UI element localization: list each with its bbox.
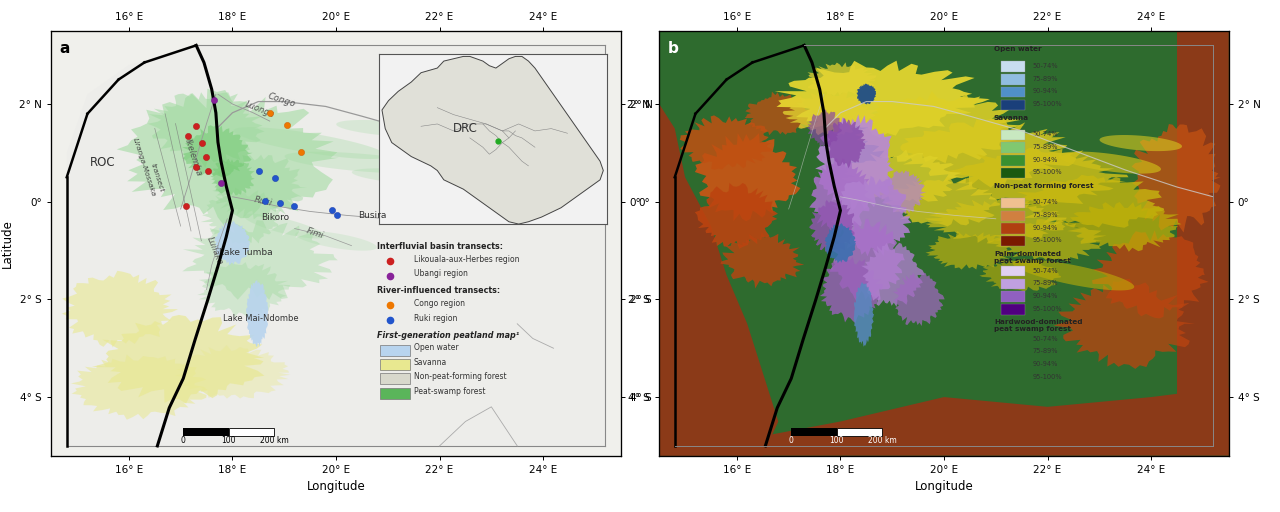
Polygon shape — [67, 46, 605, 446]
Polygon shape — [147, 92, 265, 168]
Polygon shape — [398, 136, 481, 150]
Polygon shape — [809, 200, 855, 253]
Polygon shape — [819, 257, 883, 323]
Polygon shape — [861, 243, 924, 307]
Polygon shape — [1132, 124, 1221, 232]
Text: Lake Mai-Ndombe: Lake Mai-Ndombe — [223, 314, 298, 324]
Polygon shape — [284, 152, 439, 174]
Bar — [791, 429, 837, 436]
Polygon shape — [831, 176, 911, 257]
Polygon shape — [1059, 152, 1161, 174]
Polygon shape — [854, 282, 874, 347]
Polygon shape — [210, 159, 255, 195]
Polygon shape — [924, 199, 1066, 243]
Polygon shape — [246, 280, 269, 347]
Text: 100: 100 — [829, 436, 844, 445]
Bar — [229, 429, 274, 436]
Polygon shape — [695, 183, 778, 249]
Text: Luilaka: Luilaka — [205, 235, 224, 266]
Polygon shape — [1053, 279, 1196, 369]
Polygon shape — [244, 214, 324, 239]
Polygon shape — [1092, 230, 1208, 318]
Polygon shape — [829, 219, 905, 302]
Polygon shape — [182, 125, 252, 178]
Polygon shape — [413, 183, 517, 200]
Polygon shape — [1011, 175, 1165, 228]
Text: Busira: Busira — [358, 211, 387, 220]
Polygon shape — [61, 271, 178, 348]
Text: a: a — [60, 41, 70, 56]
Polygon shape — [659, 104, 778, 456]
Polygon shape — [234, 127, 387, 159]
Bar — [837, 429, 882, 436]
Text: 200 km: 200 km — [868, 436, 897, 445]
Polygon shape — [296, 231, 376, 251]
Text: 100: 100 — [221, 436, 236, 445]
Polygon shape — [824, 223, 856, 263]
Polygon shape — [782, 92, 878, 136]
Polygon shape — [856, 83, 877, 104]
Polygon shape — [1065, 202, 1181, 252]
X-axis label: Longitude: Longitude — [307, 480, 365, 493]
Polygon shape — [841, 150, 961, 204]
Polygon shape — [175, 345, 291, 398]
Polygon shape — [879, 170, 927, 214]
Polygon shape — [809, 158, 873, 236]
Text: ROC: ROC — [90, 156, 115, 169]
Y-axis label: Latitude: Latitude — [1, 219, 14, 268]
Polygon shape — [476, 195, 558, 208]
Polygon shape — [70, 355, 207, 420]
Polygon shape — [806, 110, 842, 147]
Polygon shape — [212, 155, 307, 220]
Polygon shape — [925, 231, 1011, 270]
Text: Bikoro: Bikoro — [261, 213, 289, 222]
Text: Fimi: Fimi — [306, 226, 325, 241]
Text: 200 km: 200 km — [260, 436, 289, 445]
Polygon shape — [883, 177, 1000, 226]
Text: Ruki: Ruki — [253, 196, 274, 208]
Polygon shape — [659, 387, 1229, 456]
Polygon shape — [979, 258, 1061, 291]
Polygon shape — [1178, 31, 1229, 456]
Polygon shape — [892, 272, 945, 326]
Text: transect: transect — [150, 162, 165, 193]
Polygon shape — [1012, 260, 1134, 290]
Polygon shape — [808, 62, 877, 96]
Polygon shape — [116, 89, 339, 227]
Polygon shape — [948, 147, 1129, 207]
Text: 0: 0 — [180, 436, 186, 445]
Polygon shape — [92, 315, 265, 403]
Polygon shape — [1100, 135, 1181, 151]
Text: Luonga: Luonga — [243, 100, 275, 120]
Text: b: b — [668, 41, 678, 56]
Text: 0: 0 — [788, 436, 794, 445]
Polygon shape — [352, 168, 476, 186]
Text: Lake Tumba: Lake Tumba — [219, 248, 273, 258]
Polygon shape — [826, 118, 865, 168]
Bar — [183, 429, 229, 436]
Text: Ikelemba: Ikelemba — [183, 138, 204, 178]
Polygon shape — [721, 232, 804, 288]
Polygon shape — [695, 133, 800, 221]
Text: Congo: Congo — [266, 91, 297, 109]
Polygon shape — [745, 92, 813, 135]
Polygon shape — [774, 60, 989, 138]
Text: Liranga-Mossaka: Liranga-Mossaka — [132, 137, 156, 198]
Polygon shape — [197, 262, 291, 318]
Polygon shape — [987, 219, 1107, 261]
Polygon shape — [846, 91, 1024, 163]
Polygon shape — [815, 114, 893, 210]
X-axis label: Longitude: Longitude — [915, 480, 973, 493]
Polygon shape — [215, 221, 251, 265]
Polygon shape — [680, 115, 773, 169]
Polygon shape — [201, 187, 285, 244]
Polygon shape — [337, 120, 439, 137]
Polygon shape — [182, 220, 338, 300]
Text: DRC: DRC — [453, 122, 477, 135]
Polygon shape — [900, 119, 1076, 187]
